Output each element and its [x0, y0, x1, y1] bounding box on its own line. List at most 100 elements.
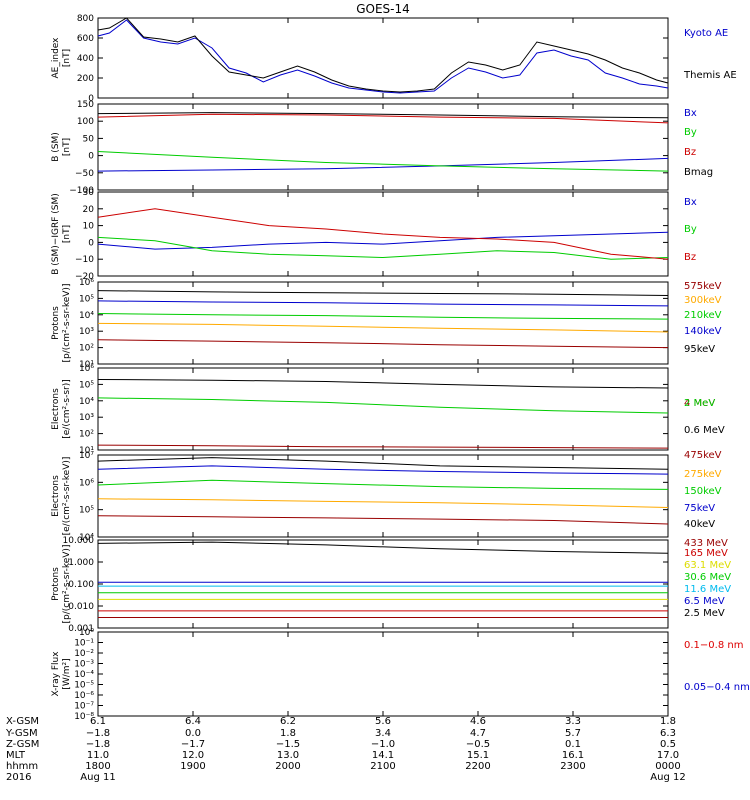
ephemeris-value: Aug 12	[650, 772, 685, 783]
y-axis-label: Electrons	[51, 388, 61, 430]
legend-entry: Bx	[684, 108, 697, 119]
series-electrons-0	[97, 444, 669, 449]
y-axis-label: Electrons	[51, 475, 61, 517]
series-bsm-3	[97, 112, 669, 119]
tick-label: −100	[69, 186, 94, 196]
tick-label: 10⁵	[79, 380, 94, 390]
ephemeris-value: −0.5	[466, 739, 490, 750]
ephemeris-value: 4.6	[470, 716, 486, 727]
tick-label: 10	[83, 222, 95, 232]
ephemeris-label: X-GSM	[6, 716, 39, 727]
tick-label: 10⁻⁸	[74, 712, 94, 722]
legend-entry: 165 MeV	[684, 548, 728, 559]
ephemeris-value: 14.1	[372, 750, 394, 761]
ephemeris-value: 0.1	[565, 739, 581, 750]
ephemeris-value: 1900	[180, 761, 205, 772]
ephemeris-value: 15.1	[467, 750, 489, 761]
legend-entry: 40keV	[684, 519, 715, 530]
series-bdiff-0	[97, 231, 669, 250]
ephemeris-value: 16.1	[562, 750, 584, 761]
y-axis-label: [e/(cm²-s-sr)]	[62, 379, 72, 439]
legend-entry: 575keV	[684, 281, 722, 292]
tick-label: 10⁻²	[74, 649, 94, 659]
y-axis-label: AE_index	[51, 37, 61, 79]
ephemeris-label: hhmm	[6, 761, 38, 772]
y-axis-label: [nT]	[62, 225, 72, 243]
tick-label: 10⁴	[79, 397, 94, 407]
ephemeris-value: 0000	[655, 761, 680, 772]
tick-label: 10⁻⁶	[74, 691, 94, 701]
y-axis-label: X-ray Flux	[51, 651, 61, 697]
tick-label: 10⁻⁴	[74, 670, 94, 680]
ephemeris-value: 13.0	[277, 750, 299, 761]
series-bdiff-2	[97, 208, 669, 260]
tick-label: 10¹	[79, 360, 94, 370]
series-bdiff-1	[97, 236, 669, 260]
tick-label: 0.001	[68, 624, 94, 634]
panel-protons_mev: 0.001 0.010 0.100 1.000 10.000 Protons [p/(cm²…	[51, 536, 731, 634]
tick-label: 10⁷	[79, 451, 94, 461]
legend-entry: 433 MeV	[684, 538, 728, 549]
ephemeris-value: 12.0	[182, 750, 204, 761]
ephemeris-value: Aug 11	[80, 772, 115, 783]
series-electrons_kev-4	[97, 457, 669, 470]
ephemeris-value: 2300	[560, 761, 585, 772]
tick-label: 10⁰	[79, 628, 94, 638]
legend-entry: 275keV	[684, 469, 722, 480]
tick-label: −20	[75, 272, 94, 282]
ephemeris-value: 3.3	[565, 716, 581, 727]
ephemeris-value: −1.5	[276, 739, 300, 750]
legend-entry: 2.5 MeV	[684, 608, 725, 619]
ephemeris-label: 2016	[6, 772, 31, 783]
ephemeris-value: 0.5	[660, 739, 676, 750]
legend-entry: 150keV	[684, 486, 722, 497]
panel-protons: 10¹ 10² 10³ 10⁴ 10⁵ 10⁶ Protons [p/(cm²-s-sr-ke…	[51, 278, 722, 370]
series-electrons-1	[97, 397, 669, 414]
tick-label: 10⁵	[79, 506, 94, 516]
ephemeris-label: MLT	[6, 750, 26, 761]
tick-label: 10⁻⁷	[74, 702, 94, 712]
panel-frame	[97, 631, 669, 717]
legend-entry: 300keV	[684, 295, 722, 306]
legend-entry: Bz	[684, 252, 696, 263]
tick-label: 200	[77, 74, 94, 84]
tick-label: −10	[75, 255, 94, 265]
ephemeris-value: 5.7	[565, 728, 581, 739]
legend-entry: 140keV	[684, 326, 722, 337]
series-ae-1	[97, 17, 669, 93]
tick-label: 10⁴	[79, 533, 94, 543]
legend-entry: 30.6 MeV	[684, 572, 731, 583]
y-axis-label: [nT]	[62, 138, 72, 156]
ephemeris-value: −1.8	[86, 739, 110, 750]
ephemeris-value: −1.7	[181, 739, 205, 750]
tick-label: 10¹	[79, 446, 94, 456]
tick-label: 10⁻⁵	[74, 681, 94, 691]
legend-entry: 75keV	[684, 503, 715, 514]
panel-electrons_kev: 10⁴ 10⁵ 10⁶ 10⁷ Electrons [e/(cm²-s-sr-keV)] 4…	[51, 450, 722, 543]
y-axis-label: [e/(cm²-s-sr-keV)]	[62, 457, 72, 536]
tick-label: 0.010	[68, 602, 94, 612]
y-axis-label: [nT]	[62, 49, 72, 67]
series-protons-4	[97, 290, 669, 296]
tick-label: 10²	[79, 430, 94, 440]
tick-label: 0	[88, 238, 94, 248]
ephemeris-value: −1.8	[86, 728, 110, 739]
ephemeris-table: X-GSMY-GSMZ-GSMMLThhmm20166.1−1.8−1.811.…	[5, 716, 686, 783]
y-axis-label: Protons	[51, 306, 61, 340]
series-electrons_kev-2	[97, 479, 669, 490]
legend-entry: 0.1−0.8 nm	[684, 640, 743, 651]
ephemeris-value: 4.7	[470, 728, 486, 739]
series-protons-1	[97, 322, 669, 333]
y-axis-label: [W/m²]	[62, 658, 72, 689]
legend-entry: By	[684, 224, 697, 235]
legend-entry: Bx	[684, 197, 697, 208]
ephemeris-value: 6.4	[185, 716, 201, 727]
ephemeris-value: 6.3	[660, 728, 676, 739]
legend-entry: 63.1 MeV	[684, 560, 731, 571]
ephemeris-value: 2000	[275, 761, 300, 772]
ephemeris-value: 2200	[465, 761, 490, 772]
ephemeris-value: 3.4	[375, 728, 391, 739]
legend-entry: 475keV	[684, 450, 722, 461]
